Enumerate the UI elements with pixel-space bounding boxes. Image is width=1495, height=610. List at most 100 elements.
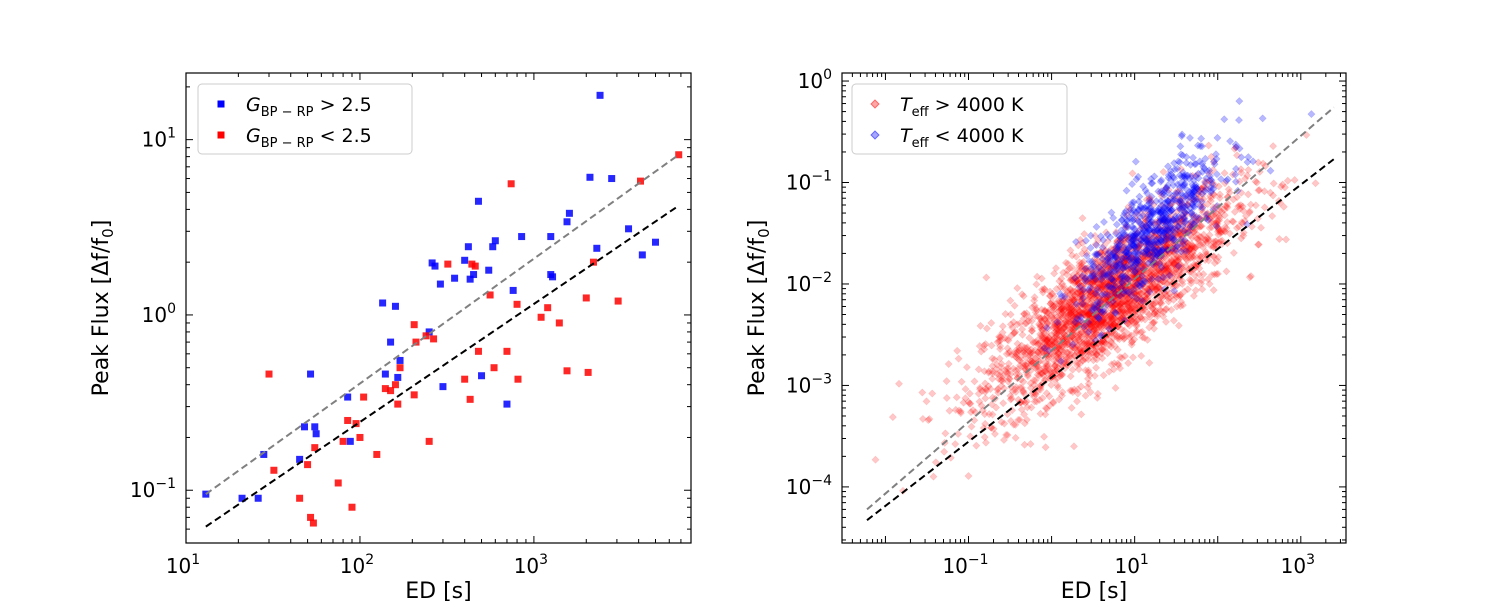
data-point: [1188, 241, 1197, 251]
data-point: [1116, 293, 1125, 302]
data-point: [1027, 403, 1036, 412]
data-point: [1119, 258, 1128, 267]
data-point: [1092, 320, 1101, 329]
data-point: [1181, 261, 1190, 270]
data-point: [1042, 352, 1051, 361]
data-point: [1159, 226, 1168, 235]
data-point: [1131, 281, 1140, 290]
data-point: [961, 394, 970, 403]
data-point: [1129, 254, 1138, 263]
data-point: [1099, 272, 1108, 281]
data-point: [1155, 246, 1164, 255]
data-point: [1090, 254, 1099, 263]
data-point: [1011, 383, 1021, 392]
data-point: [1145, 277, 1154, 286]
data-point: [1063, 286, 1072, 295]
data-point: [1232, 151, 1242, 160]
data-point: [1011, 387, 1020, 396]
data-point: [1149, 309, 1159, 318]
data-point: [301, 423, 309, 431]
data-point: [1245, 207, 1254, 216]
data-point: [1107, 337, 1116, 346]
data-point: [1137, 299, 1146, 308]
data-point: [988, 354, 997, 363]
data-point: [1215, 193, 1224, 202]
data-point: [1042, 349, 1051, 358]
data-point: [1010, 301, 1019, 310]
data-point: [1101, 282, 1110, 291]
data-point: [1120, 261, 1129, 270]
data-point: [1016, 319, 1025, 328]
data-point: [1120, 258, 1129, 267]
data-point: [996, 342, 1005, 351]
data-point: [1189, 264, 1198, 273]
data-point: [1106, 300, 1115, 309]
data-point: [1023, 343, 1032, 352]
data-point: [1141, 214, 1150, 223]
data-point: [1115, 302, 1124, 311]
data-point: [1117, 257, 1126, 266]
data-point: [1164, 240, 1173, 249]
data-point: [1213, 223, 1222, 232]
data-point: [1070, 335, 1079, 344]
data-point: [1018, 330, 1027, 339]
data-point: [1190, 251, 1199, 260]
data-point: [1064, 307, 1073, 316]
data-point: [1238, 202, 1247, 211]
data-point: [1117, 274, 1126, 283]
data-point: [1115, 300, 1124, 309]
data-point: [1175, 205, 1184, 214]
data-point: [1122, 233, 1131, 242]
data-point: [1141, 238, 1150, 247]
data-point: [1111, 258, 1120, 267]
data-point: [461, 375, 469, 383]
data-point: [1098, 354, 1107, 363]
data-point: [1142, 248, 1151, 257]
data-point: [1254, 240, 1263, 249]
data-point: [563, 218, 571, 226]
data-point: [1161, 224, 1170, 233]
data-point: [1086, 322, 1096, 332]
data-point: [1174, 198, 1183, 207]
data-point: [1045, 306, 1054, 315]
data-point: [1069, 308, 1078, 317]
data-point: [1145, 286, 1154, 295]
data-point: [1190, 271, 1199, 280]
data-point: [1152, 285, 1161, 294]
data-point: [348, 503, 356, 511]
data-point: [1169, 295, 1178, 304]
data-point: [1149, 324, 1159, 333]
data-point: [391, 302, 399, 310]
data-point: [1043, 314, 1052, 323]
data-point: [928, 389, 937, 398]
data-point: [1222, 202, 1231, 211]
data-point: [1175, 227, 1184, 236]
data-point: [1146, 240, 1155, 249]
data-point: [918, 414, 927, 423]
data-point: [1120, 331, 1129, 340]
data-point: [1078, 300, 1087, 309]
data-point: [1068, 324, 1077, 333]
data-point: [1065, 298, 1074, 307]
data-point: [1124, 298, 1134, 307]
data-point: [1155, 266, 1164, 275]
data-point: [1092, 329, 1101, 338]
data-point: [1201, 236, 1210, 245]
data-point: [1058, 309, 1067, 318]
data-point: [1056, 310, 1065, 319]
data-point: [1193, 217, 1202, 226]
data-point: [1197, 134, 1206, 143]
data-point: [1021, 349, 1030, 358]
data-point: [1074, 279, 1083, 288]
data-point: [1131, 278, 1141, 287]
data-point: [1128, 180, 1137, 189]
data-point: [410, 391, 418, 399]
data-point: [1097, 266, 1106, 275]
data-point: [1170, 258, 1179, 267]
data-point: [1089, 332, 1098, 341]
data-point: [1138, 247, 1148, 256]
data-point: [1057, 299, 1066, 308]
data-point: [1198, 190, 1208, 199]
data-point: [974, 365, 983, 374]
data-point: [985, 410, 994, 419]
